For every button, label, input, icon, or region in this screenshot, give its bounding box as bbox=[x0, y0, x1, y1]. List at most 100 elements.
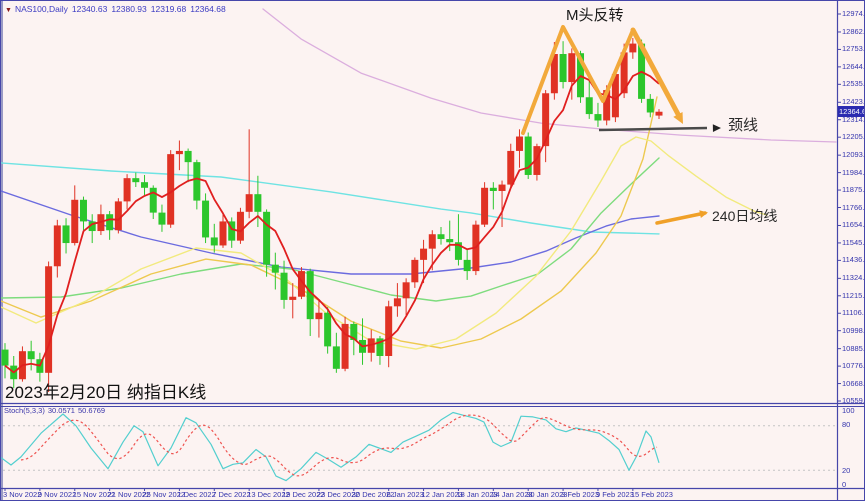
candle-body bbox=[515, 136, 523, 151]
ma-blue bbox=[1, 190, 660, 275]
price-axis-label: 10885.80 bbox=[842, 343, 865, 353]
open-value: 12340.63 bbox=[71, 4, 108, 14]
candle-body bbox=[420, 248, 428, 260]
candle-body bbox=[263, 211, 271, 265]
candle-body bbox=[132, 178, 140, 183]
candle-body bbox=[428, 234, 436, 249]
candle-body bbox=[524, 136, 532, 175]
date-axis-label: 9 Nov 2022 bbox=[37, 490, 77, 499]
ma-pale-yellow bbox=[1, 136, 768, 350]
price-axis-label: 11436.90 bbox=[842, 255, 865, 265]
candle-body bbox=[629, 43, 637, 53]
candle-body bbox=[393, 298, 401, 307]
price-axis-label: 12535.80 bbox=[842, 79, 865, 89]
neckline-line[interactable] bbox=[598, 126, 708, 132]
price-axis-label: 12753.60 bbox=[842, 44, 865, 54]
annotation-m-top-reversal[interactable]: M头反转 bbox=[566, 7, 624, 24]
price-axis-label: 11215.80 bbox=[842, 290, 865, 300]
candle-body bbox=[193, 162, 201, 201]
date-axis-label: 30 Dec 2022 bbox=[351, 490, 395, 499]
stoch-axis-label: 100 bbox=[842, 406, 855, 415]
date-axis-label: 15 Feb 2023 bbox=[630, 490, 673, 499]
date-axis-label: 19 Dec 2022 bbox=[282, 490, 325, 499]
date-axis-label: 3 Nov 2022 bbox=[3, 490, 42, 499]
date-axis-label: 9 Feb 2023 bbox=[595, 490, 634, 499]
candle-body bbox=[611, 74, 619, 118]
candle-body bbox=[53, 225, 61, 267]
price-axis-label: 12862.50 bbox=[842, 26, 865, 36]
price-axis-label: 10998.00 bbox=[842, 325, 865, 335]
candle-body bbox=[603, 90, 611, 121]
candle-body bbox=[324, 312, 332, 347]
candle-body bbox=[376, 338, 384, 356]
candle-body bbox=[79, 199, 87, 222]
price-axis-label: 12423.60 bbox=[842, 97, 865, 107]
annotation-ma240[interactable]: 240日均线 bbox=[712, 208, 778, 224]
m-top-down-arrowhead bbox=[673, 112, 683, 124]
date-axis-label: 3 Feb 2023 bbox=[561, 490, 600, 499]
neckline-arrowhead bbox=[712, 124, 721, 133]
stochastic-signal-value: 50.6769 bbox=[77, 406, 106, 415]
current-price-tag: 12364.68 bbox=[838, 106, 864, 117]
m-top-down-arrow[interactable] bbox=[630, 27, 682, 119]
ma-cyan bbox=[1, 162, 660, 235]
candle-body bbox=[585, 97, 593, 115]
candle-body bbox=[306, 271, 314, 320]
candle-body bbox=[280, 272, 288, 300]
candle-body bbox=[350, 323, 358, 340]
candle-body bbox=[489, 187, 497, 191]
candle-body bbox=[315, 312, 323, 320]
candle-body bbox=[88, 221, 96, 232]
ma-violet bbox=[262, 8, 837, 143]
candle-body bbox=[245, 194, 253, 212]
candle-body bbox=[341, 323, 349, 369]
candle-body bbox=[271, 264, 279, 273]
stochastic-indicator-label: Stoch(5,3,3) 30.0571 50.6769 bbox=[4, 406, 108, 415]
candle-body bbox=[114, 201, 122, 231]
candle-body bbox=[254, 194, 262, 212]
price-axis-label: 11766.90 bbox=[842, 202, 865, 212]
candle-body bbox=[454, 242, 462, 260]
candle-body bbox=[149, 187, 157, 213]
ma-gold bbox=[1, 96, 658, 349]
candle-body bbox=[27, 351, 35, 360]
candle-body bbox=[228, 221, 236, 241]
date-axis-label: 30 Jan 2023 bbox=[526, 490, 568, 499]
ma240-pointer-arrowhead bbox=[699, 210, 708, 218]
candle-body bbox=[463, 259, 471, 272]
candle-body bbox=[202, 200, 210, 238]
price-axis-label: 11324.70 bbox=[842, 273, 865, 283]
ma240-pointer-arrow[interactable] bbox=[655, 211, 707, 225]
candle-body bbox=[498, 184, 506, 191]
candle-body bbox=[45, 266, 53, 373]
candle-body bbox=[402, 282, 410, 299]
chart-title-bar: ▼ NAS100,Daily 12340.63 12380.93 12319.68 123… bbox=[5, 4, 230, 14]
candle-body bbox=[568, 53, 576, 83]
candle-body bbox=[620, 52, 628, 94]
candle-body bbox=[289, 296, 297, 300]
price-axis-label: 11545.80 bbox=[842, 237, 865, 247]
price-axis-label: 12974.70 bbox=[842, 9, 865, 18]
date-axis-label: 7 Dec 2022 bbox=[212, 490, 251, 499]
price-axis-label: 11984.70 bbox=[842, 167, 865, 177]
price-axis-label: 10776.90 bbox=[842, 361, 865, 371]
price-axis-label: 12093.60 bbox=[842, 150, 865, 160]
stoch-axis-label: 20 bbox=[842, 466, 851, 475]
low-value: 12319.68 bbox=[150, 4, 187, 14]
candle-body bbox=[437, 234, 445, 240]
candle-body bbox=[559, 54, 567, 83]
price-axis-label: 11106.90 bbox=[842, 308, 864, 318]
price-axis-label: 11654.70 bbox=[842, 220, 865, 230]
price-axis-label: 11875.80 bbox=[842, 185, 865, 195]
m-top-pattern-line[interactable] bbox=[521, 25, 635, 135]
date-axis-label: 13 Dec 2022 bbox=[247, 490, 290, 499]
annotation-neckline[interactable]: 颈线 bbox=[728, 117, 759, 134]
candle-body bbox=[446, 239, 454, 243]
collapse-triangle-icon[interactable]: ▼ bbox=[5, 7, 12, 14]
stochastic-name: Stoch(5,3,3) bbox=[4, 406, 45, 415]
stoch-k-line bbox=[1, 411, 660, 482]
candle-body bbox=[71, 199, 79, 244]
candle-body bbox=[158, 212, 166, 225]
